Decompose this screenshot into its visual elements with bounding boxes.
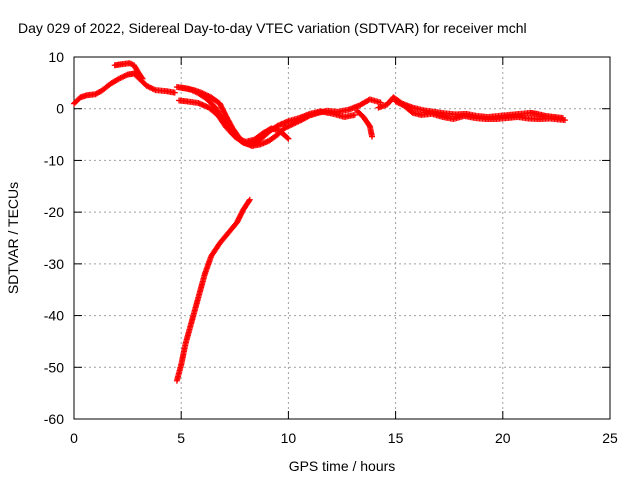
data-point	[377, 99, 384, 106]
y-tick-label: -20	[44, 204, 64, 220]
y-tick-label: 10	[48, 49, 64, 65]
data-point	[284, 134, 291, 141]
data-point	[139, 75, 146, 82]
data-point	[285, 135, 292, 142]
y-tick-label: -50	[44, 359, 64, 375]
data-point	[561, 117, 568, 124]
x-tick-label: 10	[281, 430, 297, 446]
y-axis-label: SDTVAR / TECUs	[5, 182, 21, 294]
x-axis-label: GPS time / hours	[289, 458, 396, 474]
axis-ticks	[73, 56, 611, 420]
data-point	[171, 89, 178, 96]
x-tick-label: 5	[177, 430, 185, 446]
y-tick-label: 0	[56, 101, 64, 117]
x-tick-label: 15	[388, 430, 404, 446]
x-tick-label: 0	[70, 430, 78, 446]
data-point	[246, 196, 253, 203]
x-tick-label: 20	[495, 430, 511, 446]
chart-title: Day 029 of 2022, Sidereal Day-to-day VTE…	[18, 20, 527, 36]
data-point	[138, 74, 145, 81]
y-tick-label: -30	[44, 256, 64, 272]
data-points	[71, 60, 568, 384]
data-point	[369, 133, 376, 140]
plot-frame	[73, 56, 611, 420]
y-tick-label: -40	[44, 308, 64, 324]
data-point	[246, 197, 253, 204]
x-tick-labels: 0 5 10 15 20 25	[70, 430, 618, 446]
y-tick-label: -10	[44, 152, 64, 168]
x-tick-label: 25	[602, 430, 618, 446]
y-tick-labels: -60 -50 -40 -30 -20 -10 0 10	[44, 49, 64, 427]
y-tick-label: -60	[44, 411, 64, 427]
data-point	[351, 111, 358, 118]
